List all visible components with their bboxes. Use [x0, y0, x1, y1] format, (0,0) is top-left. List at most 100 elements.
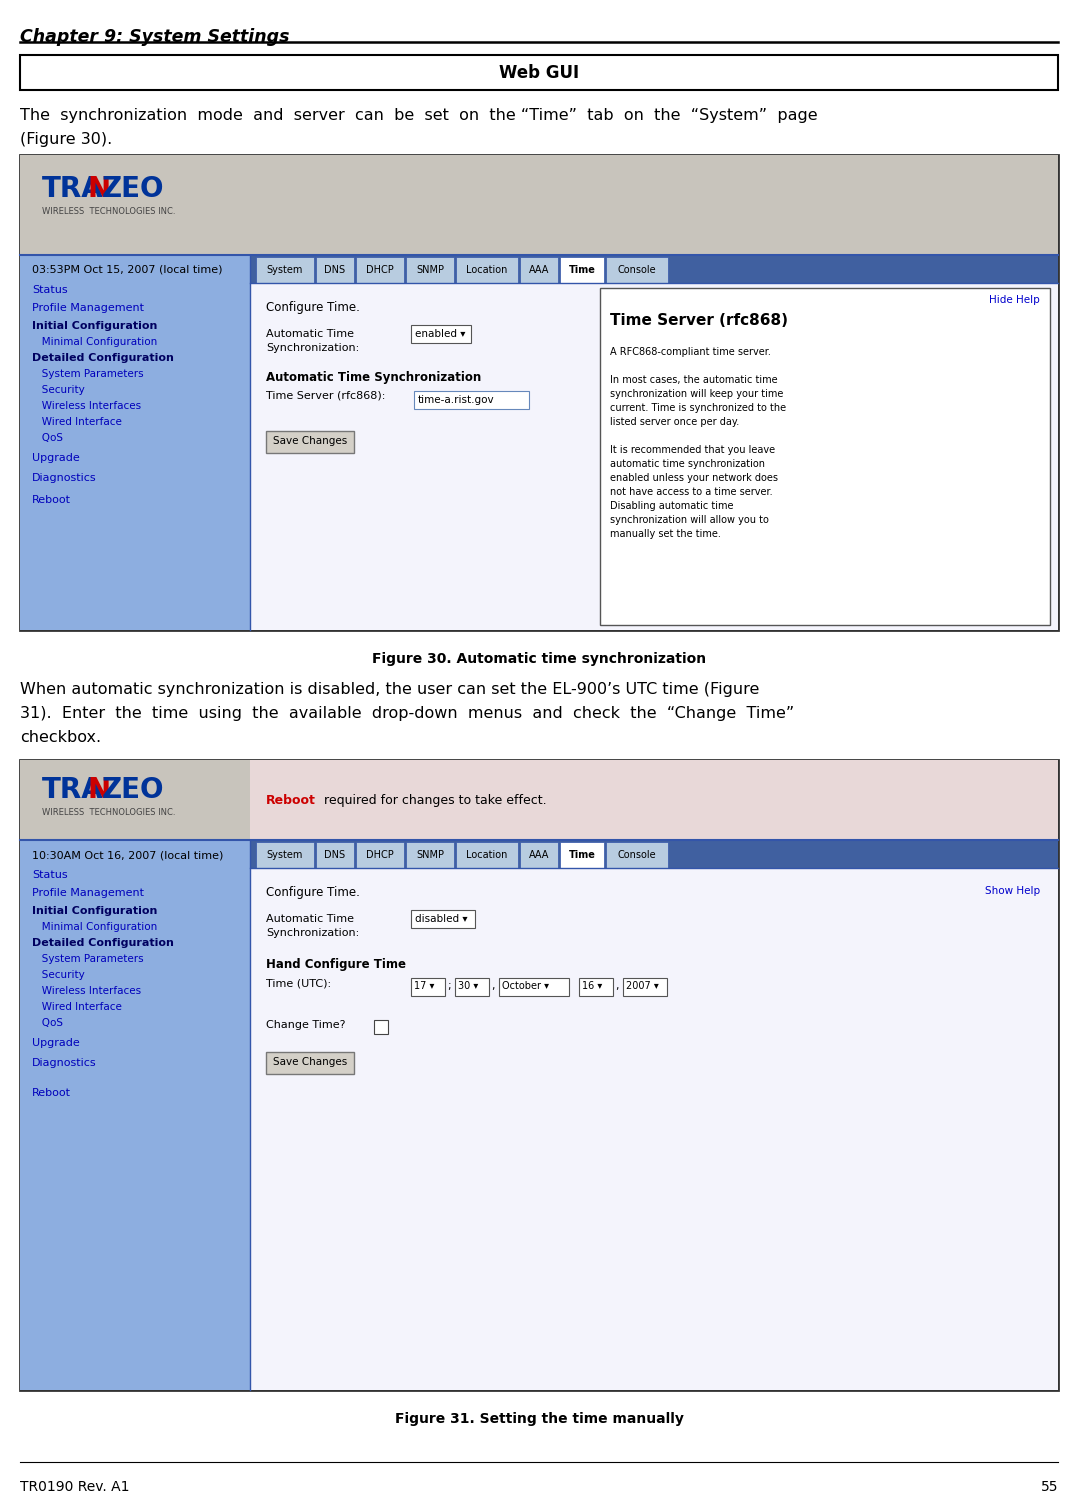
Bar [606, 841, 668, 868]
Bar [255, 841, 314, 868]
Text: SNMP: SNMP [416, 266, 444, 275]
Bar [316, 257, 354, 283]
Text: TRA: TRA [42, 175, 103, 203]
Text: Configure Time.: Configure Time. [266, 886, 360, 900]
Bar [266, 1052, 354, 1074]
Bar [606, 257, 668, 283]
Text: Change Time?: Change Time? [266, 1021, 346, 1029]
Bar [20, 155, 1058, 630]
Text: Show Help: Show Help [985, 886, 1040, 897]
Text: Detailed Configuration: Detailed Configuration [32, 938, 174, 947]
Text: Reboot: Reboot [32, 1088, 71, 1098]
Bar [623, 977, 667, 997]
Bar [411, 325, 471, 343]
Text: DHCP: DHCP [367, 266, 393, 275]
Text: ,: , [490, 982, 495, 991]
Text: enabled ▾: enabled ▾ [415, 330, 466, 339]
Text: TR0190 Rev. A1: TR0190 Rev. A1 [20, 1480, 129, 1492]
Text: Console: Console [618, 850, 657, 859]
Text: When automatic synchronization is disabled, the user can set the EL-900’s UTC ti: When automatic synchronization is disabl… [20, 682, 759, 697]
Text: Security: Security [32, 970, 85, 980]
Text: N: N [87, 175, 110, 203]
Text: SNMP: SNMP [416, 850, 444, 859]
Text: ZEO: ZEO [102, 175, 165, 203]
Text: Security: Security [32, 385, 85, 395]
Text: Diagnostics: Diagnostics [32, 1058, 97, 1068]
Text: Save Changes: Save Changes [273, 436, 347, 446]
Text: checkbox.: checkbox. [20, 730, 101, 745]
Text: Time: Time [568, 850, 595, 859]
Text: Web GUI: Web GUI [499, 64, 579, 82]
Text: Automatic Time: Automatic Time [266, 330, 354, 339]
Text: Reboot: Reboot [266, 794, 316, 807]
Text: Time Server (rfc868):: Time Server (rfc868): [266, 391, 385, 401]
Text: Wireless Interfaces: Wireless Interfaces [32, 401, 141, 410]
Bar [411, 977, 445, 997]
Text: System: System [267, 266, 303, 275]
Text: QoS: QoS [32, 1018, 63, 1028]
Bar [250, 283, 1058, 630]
Text: 31).  Enter  the  time  using  the  available  drop-down  menus  and  check  the: 31). Enter the time using the available … [20, 706, 794, 721]
Bar [559, 257, 604, 283]
Text: 10:30AM Oct 16, 2007 (local time): 10:30AM Oct 16, 2007 (local time) [32, 850, 223, 859]
Text: Status: Status [32, 285, 68, 295]
Bar [250, 840, 1058, 868]
Text: System: System [267, 850, 303, 859]
Text: Diagnostics: Diagnostics [32, 473, 97, 483]
Text: DNS: DNS [324, 266, 346, 275]
Text: AAA: AAA [529, 850, 549, 859]
Text: System Parameters: System Parameters [32, 953, 143, 964]
Bar [20, 759, 1058, 1391]
Bar [250, 868, 1058, 1391]
Text: time-a.rist.gov: time-a.rist.gov [418, 395, 495, 404]
Bar [20, 840, 250, 1391]
Text: DNS: DNS [324, 850, 346, 859]
Text: Initial Configuration: Initial Configuration [32, 906, 157, 916]
Bar [356, 841, 404, 868]
Text: TRA: TRA [42, 776, 103, 804]
Text: required for changes to take effect.: required for changes to take effect. [320, 794, 547, 807]
Bar [406, 257, 454, 283]
Bar [456, 841, 519, 868]
Bar [20, 55, 1058, 90]
Text: Hide Help: Hide Help [990, 295, 1040, 304]
Bar [455, 977, 489, 997]
Text: Time Server (rfc868): Time Server (rfc868) [610, 313, 788, 328]
Text: Time: Time [568, 266, 595, 275]
Text: Synchronization:: Synchronization: [266, 928, 359, 938]
Text: ;: ; [447, 982, 451, 991]
Text: Save Changes: Save Changes [273, 1056, 347, 1067]
Text: disabled ▾: disabled ▾ [415, 915, 468, 924]
Text: Console: Console [618, 266, 657, 275]
Bar [579, 977, 613, 997]
Bar [255, 257, 314, 283]
Text: N: N [87, 776, 110, 804]
Text: Location: Location [467, 266, 508, 275]
Text: (Figure 30).: (Figure 30). [20, 131, 112, 148]
Text: 2007 ▾: 2007 ▾ [626, 982, 659, 991]
Text: 55: 55 [1040, 1480, 1058, 1492]
Bar [266, 431, 354, 454]
Bar [20, 255, 250, 630]
Text: ,: , [616, 982, 619, 991]
Bar [600, 288, 1050, 625]
Text: 30 ▾: 30 ▾ [458, 982, 479, 991]
Text: 16 ▾: 16 ▾ [582, 982, 603, 991]
Text: Figure 31. Setting the time manually: Figure 31. Setting the time manually [395, 1411, 683, 1426]
Bar [374, 1021, 388, 1034]
Text: Wired Interface: Wired Interface [32, 1003, 122, 1012]
Bar [559, 841, 604, 868]
Text: Automatic Time: Automatic Time [266, 915, 354, 924]
Text: Chapter 9: System Settings: Chapter 9: System Settings [20, 28, 290, 46]
Text: Detailed Configuration: Detailed Configuration [32, 354, 174, 363]
Bar [250, 759, 1058, 840]
Text: Profile Management: Profile Management [32, 888, 144, 898]
Text: Upgrade: Upgrade [32, 1038, 80, 1047]
Bar [316, 841, 354, 868]
Text: Initial Configuration: Initial Configuration [32, 321, 157, 331]
Bar [356, 257, 404, 283]
Bar [411, 910, 475, 928]
Text: Upgrade: Upgrade [32, 454, 80, 463]
Text: Reboot: Reboot [32, 495, 71, 504]
Text: The  synchronization  mode  and  server  can  be  set  on  the “Time”  tab  on  : The synchronization mode and server can … [20, 107, 817, 122]
